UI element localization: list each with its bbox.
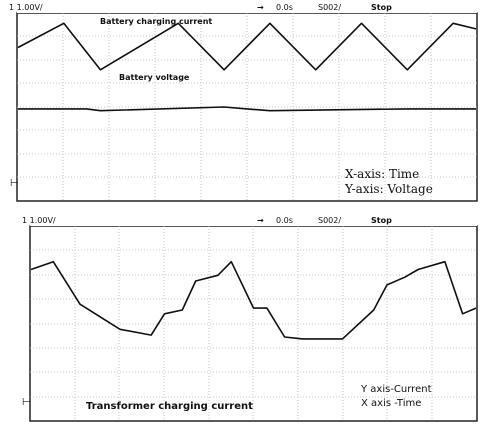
- header-bar: [30, 214, 477, 226]
- header-scale: 1 1.00V/: [22, 216, 56, 225]
- annotation-y-axis: Y-axis: Voltage: [344, 182, 433, 196]
- trigger-arrow: →: [257, 216, 264, 225]
- series-label-charging-current: Battery charging current: [100, 17, 212, 26]
- transformer-scope-plot: 1 1.00V/ → 0.0s S002/ Stop ⊢ Transformer…: [22, 214, 478, 422]
- header-timebase: S002/: [318, 216, 341, 225]
- header-timebase: S002/: [318, 3, 341, 12]
- annotation-y-axis: Y axis-Current: [360, 384, 432, 395]
- header-time-offset: 0.0s: [276, 216, 293, 225]
- ground-marker: ⊢: [22, 397, 31, 408]
- header-time-offset: 0.0s: [276, 3, 293, 12]
- trace-transformer-charging-current: [30, 260, 477, 340]
- grid-lines: [17, 13, 477, 201]
- trace-group: [17, 22, 477, 112]
- ground-marker: ⊢: [10, 178, 19, 189]
- annotation-x-axis: X axis -Time: [361, 398, 421, 409]
- plot-frame: [29, 225, 478, 422]
- transformer-scope-panel: 1 1.00V/ → 0.0s S002/ Stop ⊢ Transformer…: [0, 213, 481, 425]
- trace-group: [30, 260, 477, 340]
- trace-battery-charging-current: [17, 22, 477, 71]
- annotation-x-axis: X-axis: Time: [345, 167, 419, 181]
- header-bar: [17, 1, 477, 13]
- header-scale: 1 1.00V/: [9, 3, 43, 12]
- grid-lines: [30, 226, 477, 421]
- header-run-state: Stop: [371, 3, 392, 12]
- header-run-state: Stop: [371, 216, 392, 225]
- trace-battery-voltage: [18, 106, 476, 112]
- series-label-transformer-current: Transformer charging current: [86, 401, 253, 412]
- series-label-battery-voltage: Battery voltage: [119, 73, 190, 82]
- trigger-arrow: →: [257, 3, 264, 12]
- battery-scope-plot: 1 1.00V/ → 0.0s S002/ Stop Battery charg…: [9, 1, 478, 202]
- battery-scope-panel: 1 1.00V/ → 0.0s S002/ Stop Battery charg…: [0, 0, 481, 205]
